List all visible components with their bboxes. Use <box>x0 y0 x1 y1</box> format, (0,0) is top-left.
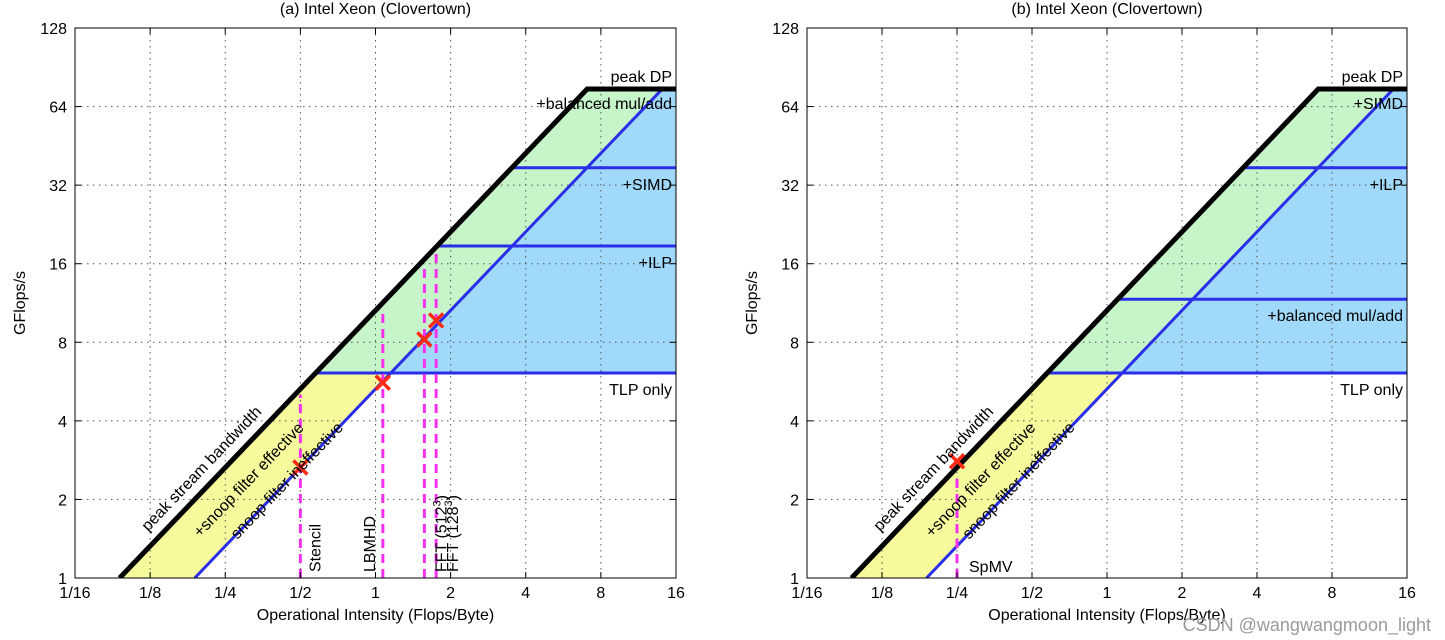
y-tick-label-4: 4 <box>790 414 799 431</box>
ceiling-label-simd: +SIMD <box>623 177 672 194</box>
plot-area <box>75 28 676 578</box>
y-axis-label: GFlops/s <box>12 271 29 335</box>
y-tick-label-128: 128 <box>772 21 799 38</box>
x-tick-label-16: 16 <box>1398 585 1416 602</box>
region-blue <box>390 89 676 374</box>
x-tick-label-1: 1 <box>1103 585 1112 602</box>
x-axis-label: Operational Intensity (Flops/Byte) <box>988 607 1225 624</box>
ceiling-label-tlp-only: TLP only <box>1340 382 1403 399</box>
grid <box>807 28 1407 578</box>
region-green <box>1047 89 1394 374</box>
kernel-marker-fft-128 <box>427 312 445 329</box>
watermark: CSDN @wangwangmoon_light <box>1182 615 1431 635</box>
x-tick-label-1: 1 <box>371 585 380 602</box>
x-tick-label-1-2: 1/2 <box>1021 585 1043 602</box>
x-tick-label-2: 2 <box>1178 585 1187 602</box>
region-blue <box>1122 89 1407 374</box>
y-tick-label-64: 64 <box>781 100 799 117</box>
x-tick-label-1-16: 1/16 <box>791 585 822 602</box>
x-axis-label: Operational Intensity (Flops/Byte) <box>257 607 494 624</box>
y-tick-label-64: 64 <box>49 100 67 117</box>
y-tick-label-2: 2 <box>58 492 67 509</box>
kernel-label-spmv: SpMV <box>969 559 1013 576</box>
kernel-marker-fft-512 <box>416 331 433 348</box>
y-tick-label-8: 8 <box>58 335 67 352</box>
ceiling-label-peak-dp: peak DP <box>611 69 672 86</box>
chart-title: (b) Intel Xeon (Clovertown) <box>1011 1 1202 18</box>
kernel-marker-lbmhd <box>374 374 392 391</box>
chart-title: (a) Intel Xeon (Clovertown) <box>280 1 471 18</box>
x-tick-label-1-4: 1/4 <box>946 585 968 602</box>
x-tick-label-8: 8 <box>1328 585 1337 602</box>
ceiling-label-tlp-only: TLP only <box>609 382 672 399</box>
x-tick-label-1-8: 1/8 <box>871 585 893 602</box>
x-tick-label-16: 16 <box>667 585 685 602</box>
y-tick-label-4: 4 <box>58 414 67 431</box>
x-tick-label-4: 4 <box>1253 585 1262 602</box>
x-tick-label-4: 4 <box>521 585 530 602</box>
x-tick-label-1-4: 1/4 <box>214 585 236 602</box>
x-tick-label-1-2: 1/2 <box>289 585 311 602</box>
ceiling-label-ilp: +ILP <box>639 255 672 272</box>
plot-area <box>807 28 1407 578</box>
y-tick-label-8: 8 <box>790 335 799 352</box>
panel-1: 1/16 1/8 1/4 1/2 1 2 4 8 16 1 2 4 8 16 32 64 128 (b) Inte… <box>744 1 1416 624</box>
y-tick-label-32: 32 <box>49 178 67 195</box>
y-tick-label-128: 128 <box>40 21 67 38</box>
region-green <box>315 89 663 374</box>
region-yellow <box>851 373 1123 578</box>
y-tick-label-2: 2 <box>790 492 799 509</box>
kernel-marker-spmv <box>948 453 966 470</box>
x-tick-label-1-16: 1/16 <box>59 585 90 602</box>
panel-0: 1/16 1/8 1/4 1/2 1 2 4 8 16 1 2 4 8 16 32 64 128 (a) Inte… <box>12 1 685 624</box>
ceiling-diagonal-inner <box>925 88 1395 578</box>
y-tick-label-1: 1 <box>790 571 799 588</box>
roofline-peak <box>117 86 676 578</box>
grid <box>75 28 676 578</box>
kernel-label-stencil: Stencil <box>307 524 324 572</box>
y-tick-label-32: 32 <box>781 178 799 195</box>
ceiling-label-peak-dp: peak DP <box>1342 69 1403 86</box>
y-tick-label-1: 1 <box>58 571 67 588</box>
y-axis-label: GFlops/s <box>744 271 761 335</box>
kernel-label-fft-512: FFT (5123) <box>431 495 450 572</box>
y-tick-label-16: 16 <box>781 257 799 274</box>
ceiling-label-ilp: +ILP <box>1370 177 1403 194</box>
ceiling-label-balanced-mul-add: +balanced mul/add <box>1267 308 1403 325</box>
kernel-label-fft-128: FFT (1283) <box>443 495 462 572</box>
ceiling-label-balanced-mul-add: +balanced mul/add <box>536 96 672 113</box>
y-tick-label-16: 16 <box>49 257 67 274</box>
region-yellow <box>119 373 391 578</box>
roofline-peak <box>849 86 1407 578</box>
kernel-label-lbmhd: LBMHD <box>362 516 379 572</box>
x-tick-label-1-8: 1/8 <box>139 585 161 602</box>
ceiling-label-simd: +SIMD <box>1354 96 1403 113</box>
x-tick-label-2: 2 <box>446 585 455 602</box>
x-tick-label-8: 8 <box>596 585 605 602</box>
kernel-marker-stencil <box>292 459 309 476</box>
